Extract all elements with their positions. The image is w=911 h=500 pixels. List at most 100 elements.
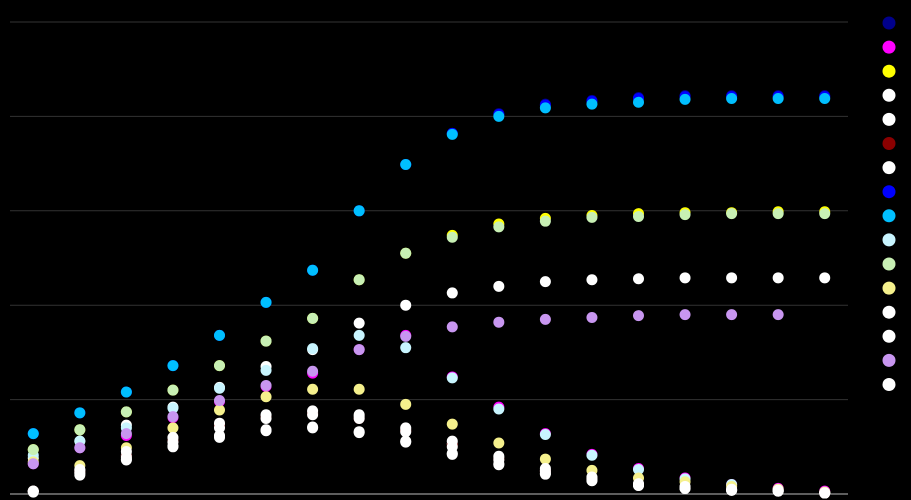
data-point: [260, 409, 272, 421]
legend-marker: [882, 378, 896, 391]
data-point: [400, 422, 412, 434]
data-point: [74, 466, 86, 478]
data-point: [446, 321, 458, 333]
data-point: [679, 209, 691, 221]
data-point: [539, 313, 551, 325]
legend-marker: [882, 112, 896, 126]
data-point: [493, 316, 505, 328]
data-point: [539, 468, 551, 480]
data-point: [167, 411, 179, 423]
data-point: [539, 276, 551, 288]
legend-marker: [882, 161, 896, 175]
data-point: [726, 92, 738, 104]
data-point: [27, 444, 39, 456]
data-point: [493, 280, 505, 292]
data-point: [120, 428, 132, 440]
data-point: [353, 329, 365, 341]
legend-marker: [882, 257, 896, 271]
data-point: [446, 128, 458, 140]
data-point: [400, 159, 412, 171]
data-point: [120, 386, 132, 398]
data-point: [260, 364, 272, 376]
data-point: [633, 96, 644, 108]
data-point: [307, 383, 319, 395]
data-point: [446, 447, 458, 459]
data-point: [260, 335, 272, 347]
data-point: [539, 102, 551, 114]
data-point: [726, 272, 738, 284]
legend-marker: [882, 185, 896, 199]
data-point: [400, 342, 412, 354]
data-point: [633, 463, 644, 475]
data-point: [167, 402, 179, 414]
data-point: [214, 329, 225, 341]
data-point: [120, 406, 132, 418]
data-point: [353, 274, 365, 286]
legend-marker: [882, 40, 896, 54]
data-point: [353, 317, 365, 329]
data-point: [446, 372, 458, 384]
data-point: [726, 484, 738, 496]
legend-marker: [882, 233, 896, 247]
data-point: [819, 272, 831, 284]
legend-marker: [882, 209, 896, 223]
data-point: [772, 272, 784, 284]
data-point: [353, 383, 365, 395]
data-point: [214, 395, 225, 407]
data-point: [586, 274, 598, 286]
data-point: [446, 231, 458, 243]
data-point: [167, 360, 179, 372]
data-point: [214, 404, 225, 416]
data-point: [819, 92, 831, 104]
data-point: [586, 98, 598, 110]
data-point: [586, 475, 598, 487]
data-point: [74, 442, 86, 454]
data-point: [214, 360, 225, 372]
data-point: [307, 264, 319, 276]
data-point: [400, 299, 412, 311]
data-point: [772, 208, 784, 220]
data-point: [493, 110, 505, 122]
data-point: [493, 450, 505, 462]
legend-marker: [882, 281, 896, 295]
data-point: [400, 247, 412, 259]
data-point: [772, 92, 784, 104]
data-point: [260, 296, 272, 308]
data-point: [260, 391, 272, 403]
data-point: [493, 403, 505, 415]
data-point: [446, 435, 458, 447]
data-point: [819, 208, 831, 220]
data-point: [819, 487, 831, 499]
data-point: [539, 429, 551, 441]
data-point: [539, 453, 551, 465]
data-point: [214, 382, 225, 394]
data-point: [726, 208, 738, 220]
data-point: [307, 343, 319, 355]
data-point: [772, 309, 784, 321]
data-point: [446, 287, 458, 299]
data-point: [353, 409, 365, 421]
data-point: [679, 309, 691, 321]
data-point: [167, 441, 179, 453]
data-point: [27, 428, 39, 440]
legend-marker: [882, 64, 896, 78]
data-point: [27, 486, 39, 498]
data-point: [353, 205, 365, 217]
data-point: [633, 210, 644, 222]
legend-marker: [882, 88, 896, 102]
data-point: [772, 485, 784, 497]
legend-marker: [882, 305, 896, 319]
data-point: [353, 427, 365, 439]
data-point: [400, 435, 412, 447]
data-point: [74, 424, 86, 436]
data-point: [260, 425, 272, 437]
data-point: [260, 379, 272, 391]
data-point: [586, 311, 598, 323]
data-point: [493, 437, 505, 449]
legend-marker: [882, 329, 896, 343]
data-point: [679, 272, 691, 284]
data-point: [353, 344, 365, 356]
